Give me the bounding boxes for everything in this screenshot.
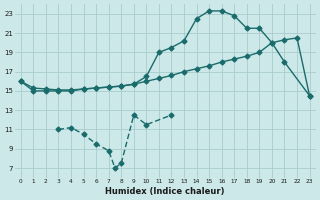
- X-axis label: Humidex (Indice chaleur): Humidex (Indice chaleur): [106, 187, 225, 196]
